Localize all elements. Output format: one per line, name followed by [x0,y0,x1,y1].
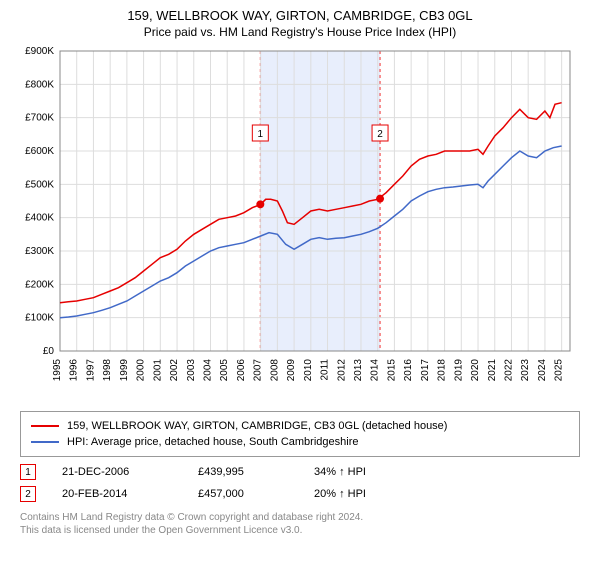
svg-text:1996: 1996 [69,359,80,382]
sales-table: 1 21-DEC-2006 £439,995 34% ↑ HPI 2 20-FE… [20,461,580,505]
svg-text:£200K: £200K [25,279,54,290]
svg-text:2023: 2023 [520,359,531,382]
svg-text:2006: 2006 [236,359,247,382]
chart-title: 159, WELLBROOK WAY, GIRTON, CAMBRIDGE, C… [0,8,600,23]
svg-text:2: 2 [377,129,383,140]
line-chart-svg: £0 £100K £200K £300K £400K £500K £600K £700K £80… [10,45,590,405]
svg-text:2000: 2000 [136,359,147,382]
svg-text:2004: 2004 [202,359,213,382]
svg-text:£900K: £900K [25,46,54,57]
svg-text:2011: 2011 [320,359,331,381]
sale-badge: 2 [20,486,36,502]
svg-text:£500K: £500K [25,179,54,190]
sale-delta: 20% ↑ HPI [314,488,366,500]
sale-date: 21-DEC-2006 [62,466,172,478]
svg-text:£400K: £400K [25,213,54,224]
svg-text:2014: 2014 [370,359,381,382]
sale-delta: 34% ↑ HPI [314,466,366,478]
svg-text:2022: 2022 [503,359,514,382]
svg-text:2008: 2008 [269,359,280,382]
svg-text:1: 1 [258,129,264,140]
svg-text:2012: 2012 [336,359,347,382]
legend-swatch [31,441,59,443]
svg-text:2020: 2020 [470,359,481,382]
svg-text:2024: 2024 [537,359,548,382]
svg-text:2001: 2001 [152,359,163,382]
legend-item: 159, WELLBROOK WAY, GIRTON, CAMBRIDGE, C… [31,418,569,434]
chart-subtitle: Price paid vs. HM Land Registry's House … [0,25,600,39]
sale-price: £457,000 [198,488,288,500]
svg-text:2021: 2021 [487,359,498,382]
svg-text:2015: 2015 [386,359,397,382]
sale-row: 1 21-DEC-2006 £439,995 34% ↑ HPI [20,461,580,483]
sale-badge: 1 [20,464,36,480]
svg-text:£600K: £600K [25,146,54,157]
svg-text:2009: 2009 [286,359,297,382]
svg-text:£700K: £700K [25,113,54,124]
svg-text:2017: 2017 [420,359,431,382]
svg-text:£100K: £100K [25,313,54,324]
svg-text:2005: 2005 [219,359,230,382]
footer-attribution: Contains HM Land Registry data © Crown c… [20,511,580,537]
sale-price: £439,995 [198,466,288,478]
svg-text:1995: 1995 [52,359,63,382]
svg-text:£0: £0 [43,346,55,357]
svg-text:2019: 2019 [453,359,464,382]
sale-date: 20-FEB-2014 [62,488,172,500]
svg-text:2010: 2010 [303,359,314,382]
legend-label: HPI: Average price, detached house, Sout… [67,436,358,448]
svg-text:2018: 2018 [437,359,448,382]
legend-box: 159, WELLBROOK WAY, GIRTON, CAMBRIDGE, C… [20,411,580,457]
svg-text:2025: 2025 [554,359,565,382]
svg-text:2016: 2016 [403,359,414,382]
svg-text:2007: 2007 [253,359,264,382]
chart-area: £0 £100K £200K £300K £400K £500K £600K £700K £80… [10,45,590,405]
footer-line: Contains HM Land Registry data © Crown c… [20,511,580,524]
legend-item: HPI: Average price, detached house, Sout… [31,434,569,450]
svg-text:2003: 2003 [186,359,197,382]
legend-swatch [31,425,59,427]
legend-label: 159, WELLBROOK WAY, GIRTON, CAMBRIDGE, C… [67,420,447,432]
svg-text:1998: 1998 [102,359,113,382]
svg-text:2002: 2002 [169,359,180,382]
svg-text:1999: 1999 [119,359,130,382]
svg-text:£300K: £300K [25,246,54,257]
svg-text:£800K: £800K [25,79,54,90]
footer-line: This data is licensed under the Open Gov… [20,524,580,537]
svg-text:1997: 1997 [85,359,96,382]
svg-text:2013: 2013 [353,359,364,382]
sale-row: 2 20-FEB-2014 £457,000 20% ↑ HPI [20,483,580,505]
